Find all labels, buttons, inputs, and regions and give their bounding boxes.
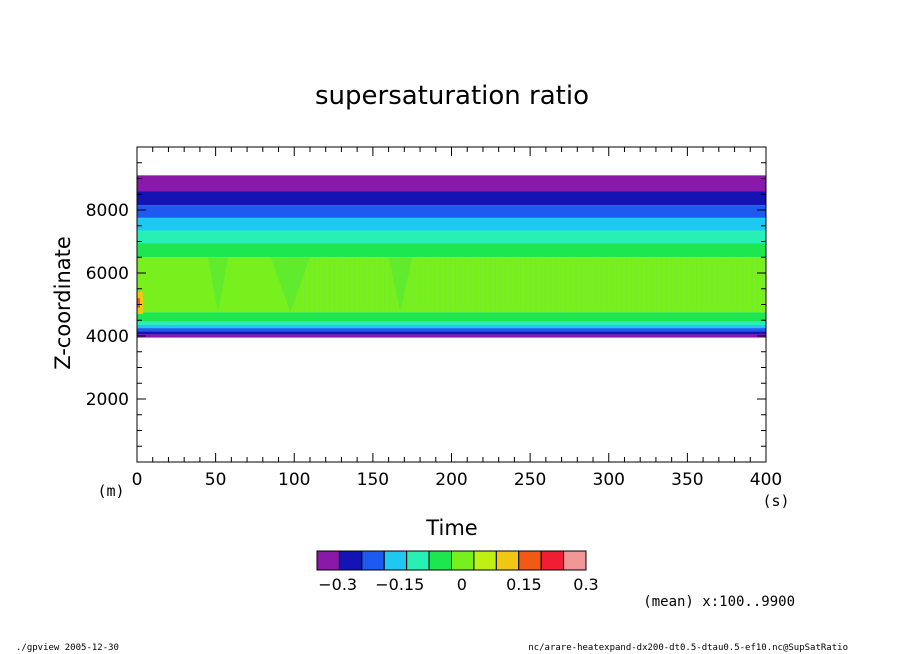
heatmap-band-3 bbox=[137, 205, 766, 218]
colorbar-label: −0.3 bbox=[318, 575, 357, 594]
x-axis: 0 50 100 150 200 250 300 350 400 bbox=[132, 147, 782, 490]
colorbar-swatch-2 bbox=[361, 550, 385, 571]
colorbar-swatch-4 bbox=[406, 550, 430, 571]
lobe-1 bbox=[270, 257, 310, 313]
colorbar-swatch-0 bbox=[316, 550, 340, 571]
mean-note: (mean) x:100..9900 bbox=[643, 594, 795, 610]
colorbar-swatch-8 bbox=[495, 550, 520, 571]
colorbar-label: −0.15 bbox=[375, 575, 424, 594]
y-tick-label: 6000 bbox=[86, 264, 129, 284]
heatmap-band-8 bbox=[137, 312, 766, 322]
x-tick-label: 300 bbox=[593, 470, 625, 490]
heatmap-band-12 bbox=[137, 331, 766, 335]
x-unit-label: (s) bbox=[762, 492, 789, 510]
heatmap-band-5 bbox=[137, 230, 766, 244]
plot-area bbox=[137, 175, 766, 338]
colorbar-swatch-6 bbox=[451, 550, 475, 571]
colorbar-label: 0.15 bbox=[506, 575, 542, 594]
y-tick-label: 2000 bbox=[86, 390, 129, 410]
x-tick-label: 350 bbox=[671, 470, 703, 490]
colorbar-swatch-10 bbox=[540, 550, 565, 571]
colorbar-swatch-1 bbox=[338, 550, 363, 571]
heatmap-band-4 bbox=[137, 217, 766, 231]
colorbar-swatch-11 bbox=[563, 550, 587, 571]
heatmap-band-10 bbox=[137, 324, 766, 329]
colorbar-swatch-3 bbox=[383, 550, 408, 571]
footer-left: ./gpview 2005-12-30 bbox=[16, 643, 119, 653]
footer-right: nc/arare-heatexpand-dx200-dt0.5-dtau0.5-… bbox=[528, 643, 848, 653]
heatmap-band-11 bbox=[137, 328, 766, 332]
colorbar-swatch-7 bbox=[473, 550, 497, 571]
heatmap-band-13 bbox=[137, 334, 766, 338]
x-axis-label: Time bbox=[425, 516, 477, 540]
x-tick-label: 50 bbox=[205, 470, 227, 490]
y-tick-label: 4000 bbox=[86, 327, 129, 347]
colorbar-swatch-5 bbox=[428, 550, 453, 571]
x-tick-label: 100 bbox=[278, 470, 310, 490]
y-axis: 2000 4000 6000 8000 bbox=[86, 162, 766, 447]
y-axis-label: Z-coordinate bbox=[51, 236, 75, 370]
y-unit-label: (m) bbox=[97, 482, 124, 500]
heatmap-band-6 bbox=[137, 243, 766, 258]
x-tick-label: 0 bbox=[132, 470, 143, 490]
heatmap-band-9 bbox=[137, 321, 766, 325]
x-tick-label: 250 bbox=[514, 470, 546, 490]
heatmap-band-1 bbox=[137, 178, 766, 192]
lobe-0 bbox=[207, 257, 229, 313]
x-tick-label: 200 bbox=[435, 470, 467, 490]
y-tick-label: 8000 bbox=[86, 201, 129, 221]
colorbar-label: 0.3 bbox=[573, 575, 598, 594]
colorbar-labels: −0.3 −0.15 0 0.15 0.3 bbox=[318, 575, 598, 594]
lobe-2 bbox=[388, 257, 413, 313]
x-tick-label: 150 bbox=[357, 470, 389, 490]
x-tick-label: 400 bbox=[750, 470, 782, 490]
hot-spot bbox=[137, 298, 140, 308]
colorbar-label: 0 bbox=[457, 575, 467, 594]
chart-title: supersaturation ratio bbox=[315, 81, 589, 111]
heatmap-band-0 bbox=[137, 175, 766, 179]
colorbar-swatch-9 bbox=[518, 550, 542, 571]
colorbar bbox=[316, 550, 587, 571]
heatmap-band-2 bbox=[137, 191, 766, 206]
